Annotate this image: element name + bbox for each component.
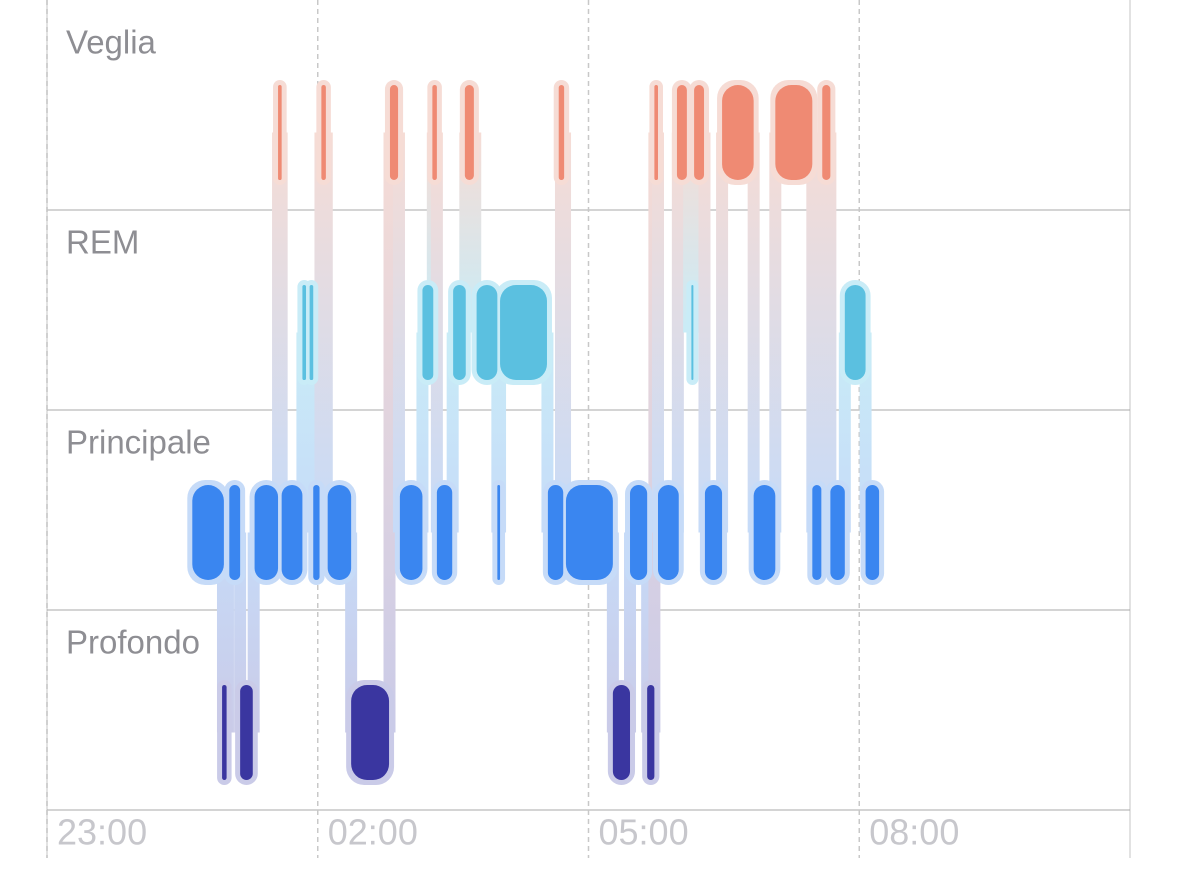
stage-bar (654, 85, 658, 180)
stage-bar (278, 85, 282, 180)
stage-label: Principale (66, 424, 211, 461)
x-tick-label: 05:00 (599, 812, 689, 853)
x-tick-label: 02:00 (328, 812, 418, 853)
stage-bar (775, 85, 813, 180)
stage-bar (822, 85, 831, 180)
transition (716, 132, 729, 533)
stage-bar (830, 485, 845, 580)
transition (392, 132, 405, 533)
stage-bar (547, 485, 564, 580)
transition (247, 532, 260, 733)
stage-bar (453, 285, 466, 380)
stage-bar (844, 285, 866, 380)
stage-bar (657, 485, 679, 580)
stage-bar (302, 285, 307, 380)
transition (559, 132, 572, 533)
stage-bar (192, 485, 224, 580)
stage-bar (865, 485, 880, 580)
stage-bar (254, 485, 279, 580)
stage-bar (704, 485, 723, 580)
stage-bar (500, 285, 547, 380)
stage-bar (321, 85, 326, 180)
stage-bar (612, 685, 631, 780)
stage-bar (812, 485, 822, 580)
stage-bar (691, 285, 694, 380)
stage-bar (399, 485, 423, 580)
stage-bar (309, 285, 314, 380)
stage-bar (558, 85, 565, 180)
stage-bar (694, 85, 705, 180)
stage-label: REM (66, 224, 139, 261)
stage-bar (313, 485, 320, 580)
stage-bar (229, 485, 241, 580)
stage-bar (222, 685, 227, 780)
stage-bar (432, 85, 437, 180)
transition (383, 132, 396, 733)
stage-bar (351, 685, 390, 780)
transition (747, 132, 760, 533)
stage-bar (476, 285, 498, 380)
stage-bar (565, 485, 613, 580)
transition (320, 132, 333, 533)
stage-bar (753, 485, 776, 580)
transition (275, 132, 288, 533)
stage-bar (722, 85, 754, 180)
stage-label: Profondo (66, 624, 200, 661)
stage-bar (389, 85, 399, 180)
x-tick-label: 08:00 (869, 812, 959, 853)
stage-bar (281, 485, 303, 580)
stage-bar (647, 685, 655, 780)
transition (698, 132, 711, 533)
stage-bar (676, 85, 687, 180)
transition (806, 132, 819, 533)
stage-bar (497, 485, 501, 580)
transition (651, 132, 664, 533)
stage-bar (630, 485, 648, 580)
transition (769, 132, 782, 533)
transition (824, 132, 837, 533)
stage-bar (464, 85, 474, 180)
stage-bar (436, 485, 453, 580)
stage-bar (327, 485, 352, 580)
stage-bar (422, 285, 434, 380)
stage-label: Veglia (66, 24, 157, 61)
transition (671, 132, 684, 533)
stage-bar (240, 685, 253, 780)
x-tick-label: 23:00 (57, 812, 147, 853)
